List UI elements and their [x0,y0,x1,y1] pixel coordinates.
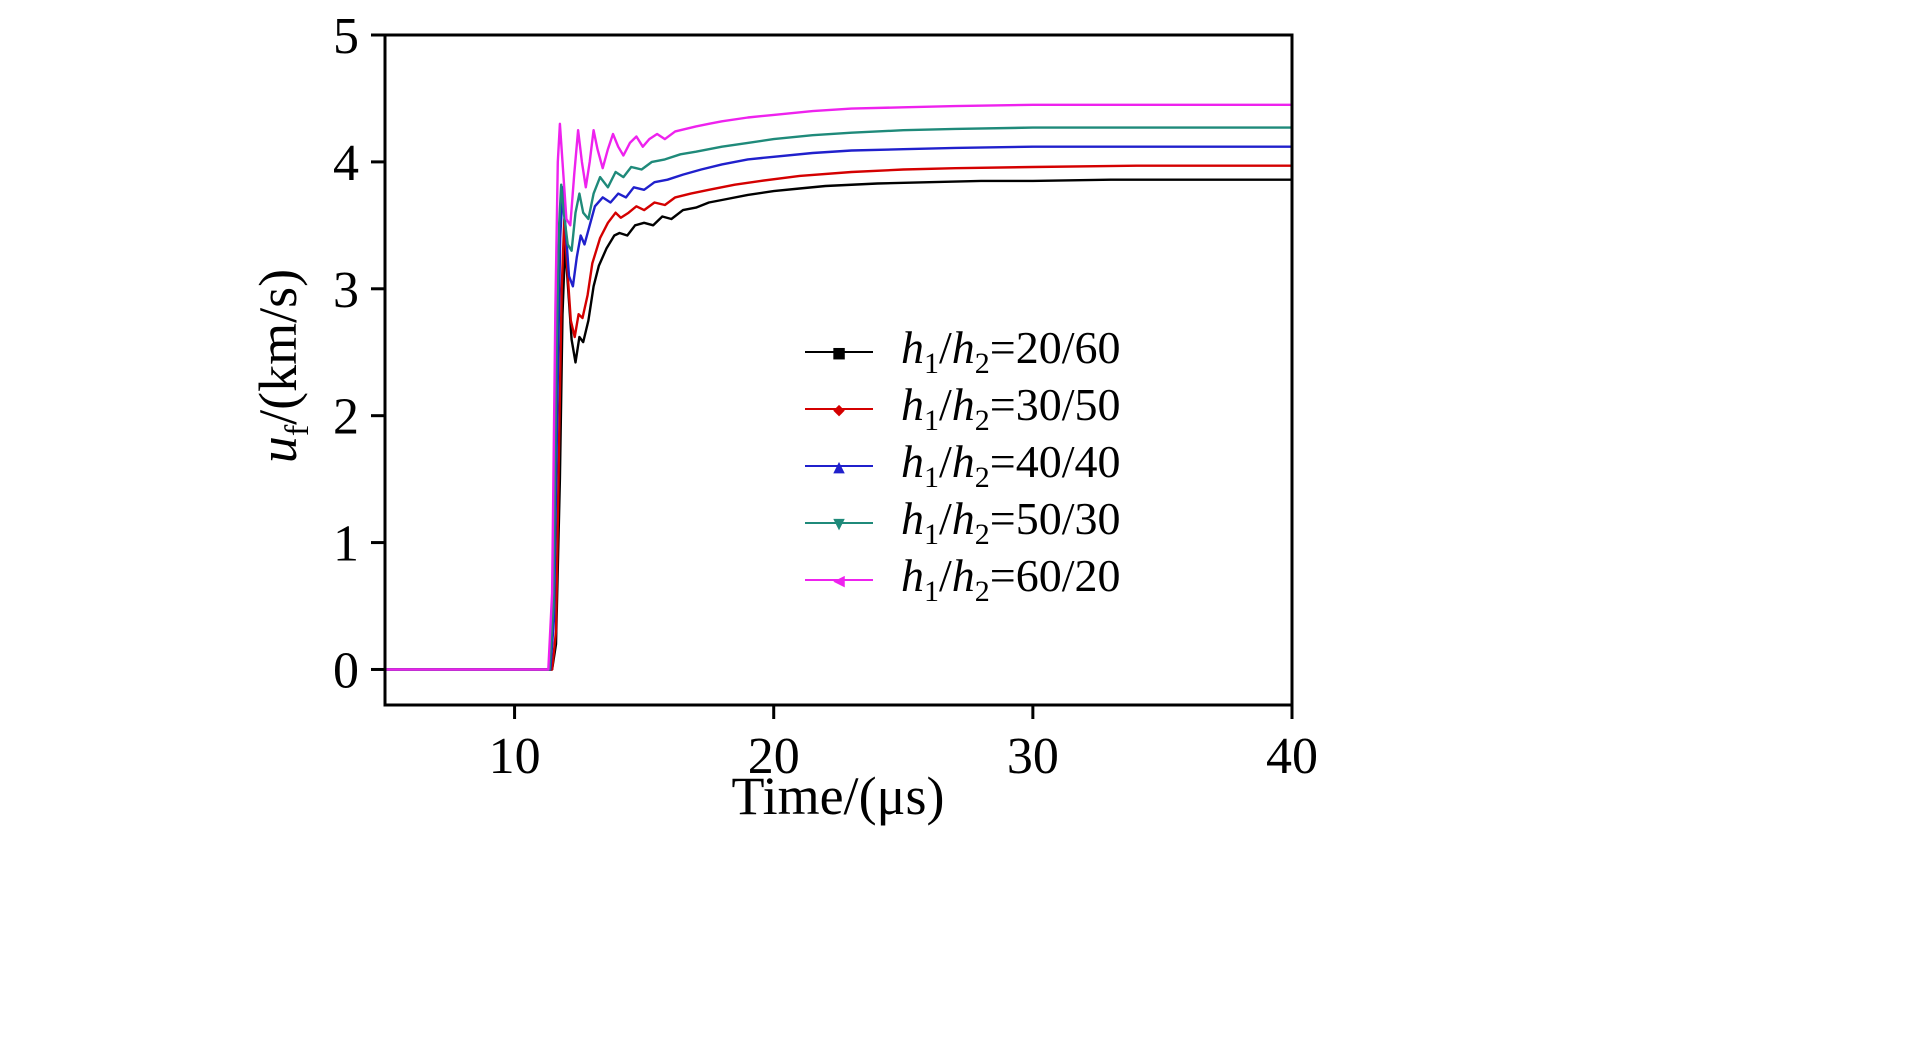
x-tick-label: 20 [748,728,800,785]
y-tick-label: 0 [333,642,359,699]
legend-label: h1/h2=20/60 [901,322,1121,381]
legend-item: ◀ h1/h2=60/20 [805,550,1121,609]
plot-frame [383,33,1294,707]
square-icon: ■ [831,343,847,361]
legend-marker-diamond-icon: ◆ [805,402,873,417]
legend-item: ■ h1/h2=20/60 [805,322,1121,381]
triangle-up-icon: ▲ [833,457,845,475]
legend-label: h1/h2=30/50 [901,379,1121,438]
legend-label: h1/h2=60/20 [901,550,1121,609]
legend-label: h1/h2=40/40 [901,436,1121,495]
series-line-triangle-down [383,126,1294,671]
legend-marker-triangle-down-icon: ▼ [805,516,873,531]
x-tick-label: 40 [1266,728,1318,785]
legend: ■ h1/h2=20/60 ◆ h1/h2=30/50 ▲ h1/h2=40/40 ▼ h1/… [805,322,1121,609]
y-axis-label-subscript: f [278,424,316,437]
y-tick-label: 4 [333,135,359,192]
diamond-icon: ◆ [833,400,845,418]
y-axis-label-symbol: u [248,436,308,464]
y-tick-label: 3 [333,262,359,319]
legend-item: ▼ h1/h2=50/30 [805,493,1121,552]
x-tick-label: 10 [489,728,541,785]
y-tick-label: 1 [333,516,359,573]
legend-marker-triangle-up-icon: ▲ [805,459,873,474]
legend-marker-square-icon: ■ [805,345,873,360]
y-tick-label: 5 [333,8,359,65]
y-tick-label: 2 [333,389,359,446]
triangle-left-icon: ◀ [833,571,845,589]
legend-label: h1/h2=50/30 [901,493,1121,552]
triangle-down-icon: ▼ [833,514,845,532]
y-axis-label-units: /(km/s) [248,268,308,425]
legend-item: ▲ h1/h2=40/40 [805,436,1121,495]
legend-item: ◆ h1/h2=30/50 [805,379,1121,438]
series-line-triangle-left [383,103,1294,671]
y-axis-label: uf/(km/s) [247,166,319,566]
x-axis-label: Time/(μs) [731,766,945,826]
x-tick-label: 30 [1007,728,1059,785]
legend-marker-triangle-left-icon: ◀ [805,573,873,588]
